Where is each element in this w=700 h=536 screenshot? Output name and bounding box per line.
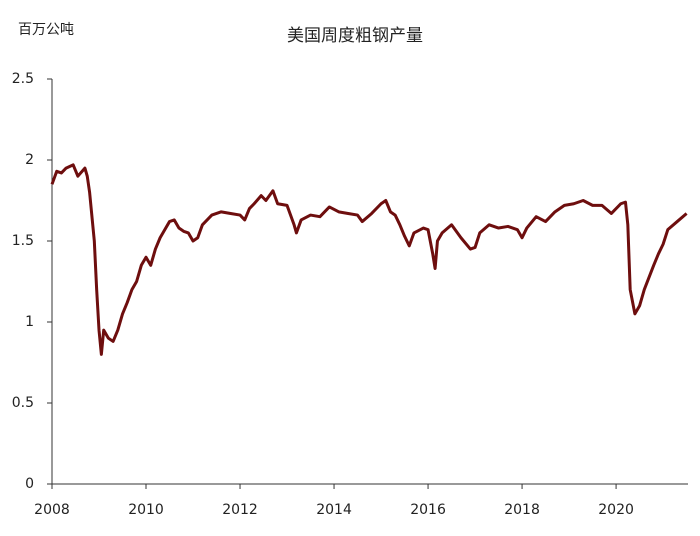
x-tick-label: 2016 [410, 502, 446, 518]
y-axis-unit: 百万公吨 [18, 22, 74, 38]
y-tick-label: 2 [25, 152, 34, 168]
chart-title: 美国周度粗钢产量 [287, 26, 423, 46]
x-tick-label: 2008 [34, 502, 70, 518]
x-tick-label: 2014 [316, 502, 352, 518]
data-line [50, 163, 688, 356]
y-tick-label: 1.5 [12, 233, 34, 249]
y-tick-label: 2.5 [12, 71, 34, 87]
x-tick-label: 2012 [222, 502, 258, 518]
x-tick-label: 2020 [598, 502, 634, 518]
y-tick-label: 0.5 [12, 395, 34, 411]
x-tick-label: 2010 [128, 502, 164, 518]
y-tick-label: 0 [25, 476, 34, 492]
y-tick-label: 1 [25, 314, 34, 330]
x-tick-label: 2018 [504, 502, 540, 518]
